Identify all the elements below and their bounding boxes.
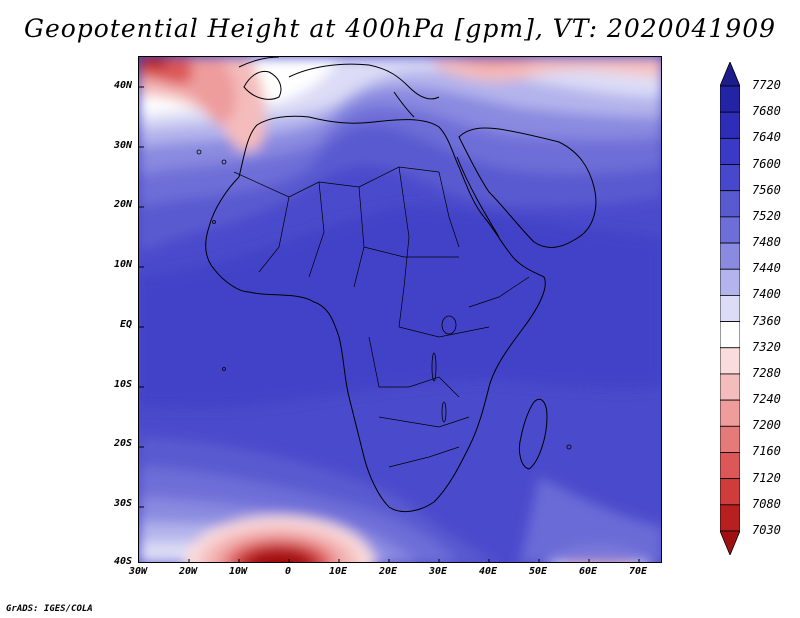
colorbar-label: 7680 [752, 104, 781, 119]
tick-marks [139, 86, 640, 562]
lat-label-10s: 10S [113, 379, 132, 390]
lat-label-30s: 30S [113, 498, 132, 509]
colorbar-min-arrow [720, 530, 740, 555]
colorbar-segment [720, 478, 740, 506]
colorbar-label: 7120 [752, 470, 781, 485]
lon-label-20w: 20W [178, 566, 198, 577]
colorbar-segment [720, 373, 740, 401]
colorbar-label: 7560 [752, 182, 781, 197]
colorbar-segment [720, 347, 740, 375]
lon-label-70e: 70E [628, 566, 648, 577]
colorbar [720, 62, 740, 555]
colorbar-label: 7280 [752, 365, 781, 380]
coastlines [205, 57, 597, 513]
map-title: Geopotential Height at 400hPa [gpm], VT:… [23, 14, 777, 43]
lat-label-eq: EQ [119, 319, 132, 330]
map-panel [138, 56, 662, 563]
grads-credit: GrADS: IGES/COLA [6, 604, 93, 614]
lon-label-10w: 10W [228, 566, 248, 577]
colorbar-max-arrow [720, 62, 740, 87]
colorbar-segment [720, 85, 740, 113]
colorbar-label: 7360 [752, 313, 781, 328]
geopotential-field [139, 57, 661, 562]
lat-label-40n: 40N [113, 80, 132, 91]
europe-coastline [238, 57, 440, 118]
colorbar-segment [720, 111, 740, 139]
lon-label-50e: 50E [528, 566, 548, 577]
colorbar-label: 7400 [752, 287, 781, 302]
colorbar-label: 7440 [752, 261, 781, 276]
colorbar-label: 7200 [752, 418, 781, 433]
colorbar-segment [720, 321, 740, 349]
colorbar-segment [720, 425, 740, 453]
africa-coastline [205, 115, 546, 513]
colorbar-segment [720, 295, 740, 322]
lon-label-30e: 30E [428, 566, 448, 577]
colorbar-label: 7520 [752, 208, 781, 223]
lat-label-10n: 10N [113, 259, 132, 270]
colorbar-segment [720, 452, 740, 480]
colorbar-label: 7480 [752, 235, 781, 250]
lon-label-10e: 10E [328, 566, 348, 577]
colorbar-label: 7320 [752, 339, 781, 354]
colorbar-label: 7160 [752, 444, 781, 459]
colorbar-segment [720, 164, 740, 192]
colorbar-label: 7240 [752, 392, 781, 407]
lat-label-40s: 40S [113, 556, 132, 567]
colorbar-label: 7720 [752, 78, 781, 92]
lon-label-30w: 30W [128, 566, 148, 577]
lon-label-60e: 60E [578, 566, 598, 577]
lat-label-20n: 20N [113, 199, 132, 210]
colorbar-label: 7030 [752, 523, 781, 537]
colorbar-label: 7600 [752, 156, 781, 171]
colorbar-segment [720, 399, 740, 427]
lat-label-30n: 30N [113, 140, 132, 151]
colorbar-segment [720, 268, 740, 296]
field-contours [139, 57, 661, 562]
lon-label-40e: 40E [478, 566, 498, 577]
lon-label-20e: 20E [378, 566, 398, 577]
colorbar-segment [720, 216, 740, 244]
lakes-islands [196, 149, 572, 450]
colorbar-segment [720, 137, 740, 165]
madagascar-coastline [518, 398, 548, 470]
colorbar-label: 7080 [752, 496, 781, 511]
country-borders [233, 166, 530, 468]
lat-label-20s: 20S [113, 438, 132, 449]
colorbar-label: 7640 [752, 130, 781, 145]
arabia-coastline [458, 127, 597, 248]
colorbar-segment [720, 190, 740, 218]
colorbar-segment [720, 504, 740, 532]
colorbar-segment [720, 242, 740, 270]
lon-label-0: 0 [284, 566, 292, 577]
